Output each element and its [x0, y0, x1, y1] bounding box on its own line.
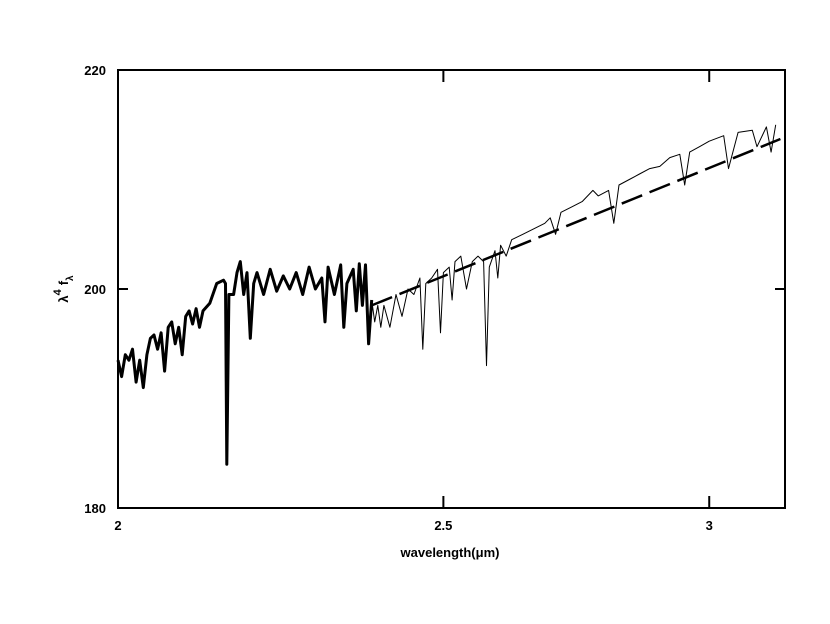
x-tick-label: 2.5	[434, 518, 452, 533]
x-tick-label: 2	[114, 518, 121, 533]
y-tick-label: 220	[84, 63, 106, 78]
x-axis-label: wavelength(μm)	[400, 545, 500, 560]
y-tick-label: 180	[84, 501, 106, 516]
x-tick-label: 3	[706, 518, 713, 533]
y-label-part: 4	[52, 288, 64, 295]
series-line	[371, 124, 777, 367]
y-label-part: λ	[65, 275, 76, 281]
y-tick-label: 200	[84, 282, 106, 297]
y-label-part: λ	[56, 295, 71, 303]
y-label-part: f	[56, 280, 71, 285]
series-line	[371, 137, 781, 307]
y-axis-label: λ4fλ	[52, 275, 76, 303]
series-line	[116, 260, 374, 466]
